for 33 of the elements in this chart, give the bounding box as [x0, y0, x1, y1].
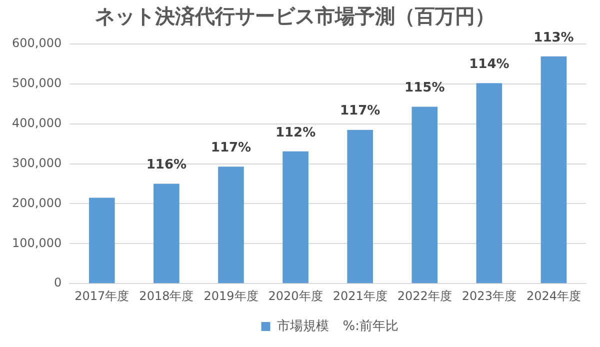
x-tick-label: 2020年度	[268, 288, 323, 303]
x-tick-label: 2018年度	[139, 288, 194, 303]
bar	[218, 166, 244, 284]
annotation: 117%	[210, 140, 252, 156]
bar	[347, 130, 373, 284]
annotation: 117%	[340, 104, 380, 119]
y-tick-label: 600,000	[12, 36, 62, 50]
bar	[412, 106, 438, 284]
bar	[282, 151, 308, 284]
annotation: 114%	[469, 57, 510, 72]
y-tick-label: 500,000	[12, 76, 62, 90]
y-tick-label: 0	[54, 276, 62, 290]
x-tick-label: 2023年度	[462, 288, 516, 303]
y-tick-label: 300,000	[12, 156, 62, 170]
annotation: 113%	[534, 30, 574, 46]
annotation: 116%	[146, 158, 187, 173]
x-tick-label: 2017年度	[74, 288, 130, 303]
y-tick-label: 200,000	[12, 196, 62, 210]
x-tick-label: 2024年度	[526, 288, 581, 303]
bar	[476, 83, 502, 284]
bar	[154, 184, 180, 284]
annotation: 115%	[404, 80, 445, 96]
bar	[88, 198, 115, 284]
x-tick-label: 2021年度	[332, 288, 388, 303]
bar	[540, 56, 567, 284]
x-tick-label: 2019年度	[204, 288, 258, 303]
text: %:前年比	[342, 318, 398, 334]
y-tick-label: 400,000	[12, 116, 62, 130]
annotation: 112%	[275, 125, 316, 140]
x-tick-label: 2022年度	[397, 288, 452, 303]
legend-label: 市場規模	[276, 318, 329, 334]
y-tick-label: 100,000	[12, 236, 62, 250]
chart-title: ネット決済代行サービス市場予測（百万円）	[95, 4, 495, 28]
